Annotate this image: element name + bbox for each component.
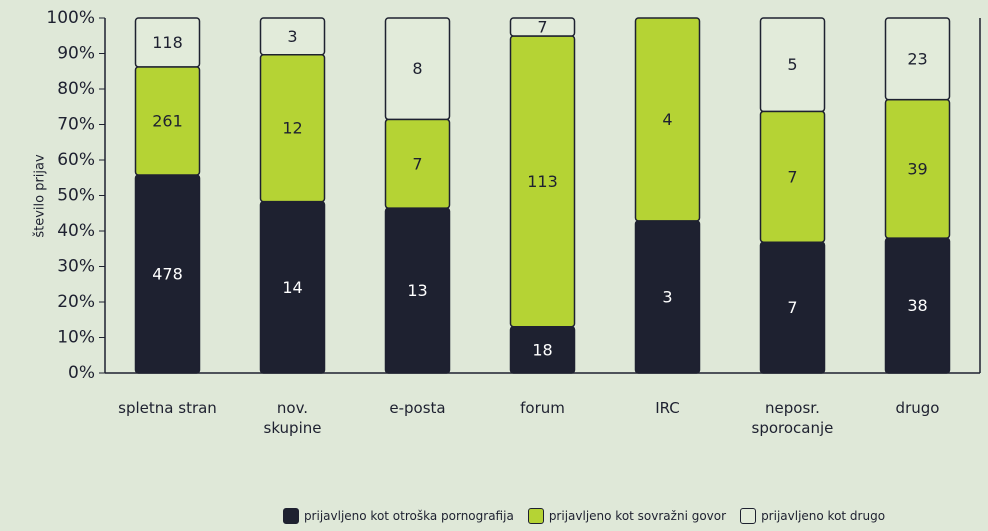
value-label: 4	[662, 110, 672, 129]
legend-label: prijavljeno kot otroška pornografija	[303, 509, 514, 523]
bar-segment	[634, 17, 701, 222]
value-label: 23	[907, 49, 927, 68]
bar-segment	[509, 17, 576, 37]
x-tick-label: spletna stran	[118, 399, 217, 417]
value-label: 7	[537, 18, 547, 37]
x-tick-label: neposr. sporocanje	[751, 399, 834, 437]
y-axis-label: število prijav	[33, 154, 48, 238]
value-label: 13	[407, 281, 427, 300]
value-label: 113	[527, 172, 558, 191]
y-tick-label: 10%	[57, 328, 95, 348]
x-tick-label: IRC	[655, 399, 680, 417]
x-tick-label: e-posta	[389, 399, 446, 417]
value-label: 18	[532, 340, 552, 359]
x-tick-label: nov. skupine	[263, 399, 322, 437]
y-tick-label: 20%	[57, 292, 95, 312]
value-label: 12	[282, 119, 302, 138]
y-tick-label: 30%	[57, 257, 95, 277]
legend-item: prijavljeno kot otroška pornografija	[282, 508, 514, 524]
legend-swatch	[282, 508, 299, 524]
legend-swatch	[740, 508, 757, 524]
y-tick-label: 90%	[57, 44, 95, 64]
legend-label: prijavljeno kot drugo	[761, 509, 886, 523]
legend-swatch	[527, 508, 544, 524]
y-tick-label: 80%	[57, 79, 95, 99]
y-tick-label: 40%	[57, 221, 95, 241]
value-label: 39	[907, 159, 927, 178]
value-label: 8	[412, 59, 422, 78]
bar-segment	[134, 17, 201, 68]
y-tick-label: 100%	[46, 8, 95, 28]
x-tick-label: forum	[520, 399, 565, 417]
legend-item: prijavljeno kot sovražni govor	[527, 508, 727, 524]
value-label: 14	[282, 278, 302, 297]
value-label: 118	[152, 33, 183, 52]
value-label: 3	[287, 27, 297, 46]
value-label: 3	[662, 287, 672, 306]
value-label: 38	[907, 296, 927, 315]
legend-label: prijavljeno kot sovražni govor	[548, 509, 727, 523]
y-tick-label: 60%	[57, 150, 95, 170]
value-label: 5	[787, 55, 797, 74]
bar-segment	[259, 17, 326, 56]
y-tick-label: 50%	[57, 186, 95, 206]
value-label: 7	[412, 154, 422, 173]
legend: prijavljeno kot otroška pornografija prij…	[0, 508, 988, 524]
y-tick-label: 70%	[57, 115, 95, 135]
value-label: 261	[152, 111, 183, 130]
bar-segment	[759, 17, 826, 113]
y-tick-label: 0%	[68, 363, 95, 383]
value-label: 7	[787, 298, 797, 317]
value-label: 478	[152, 264, 183, 283]
bar-segment	[884, 17, 951, 101]
legend-item: prijavljeno kot drugo	[740, 508, 885, 524]
x-tick-label: drugo	[895, 399, 940, 417]
bar-segment	[384, 17, 451, 121]
value-label: 7	[787, 167, 797, 186]
